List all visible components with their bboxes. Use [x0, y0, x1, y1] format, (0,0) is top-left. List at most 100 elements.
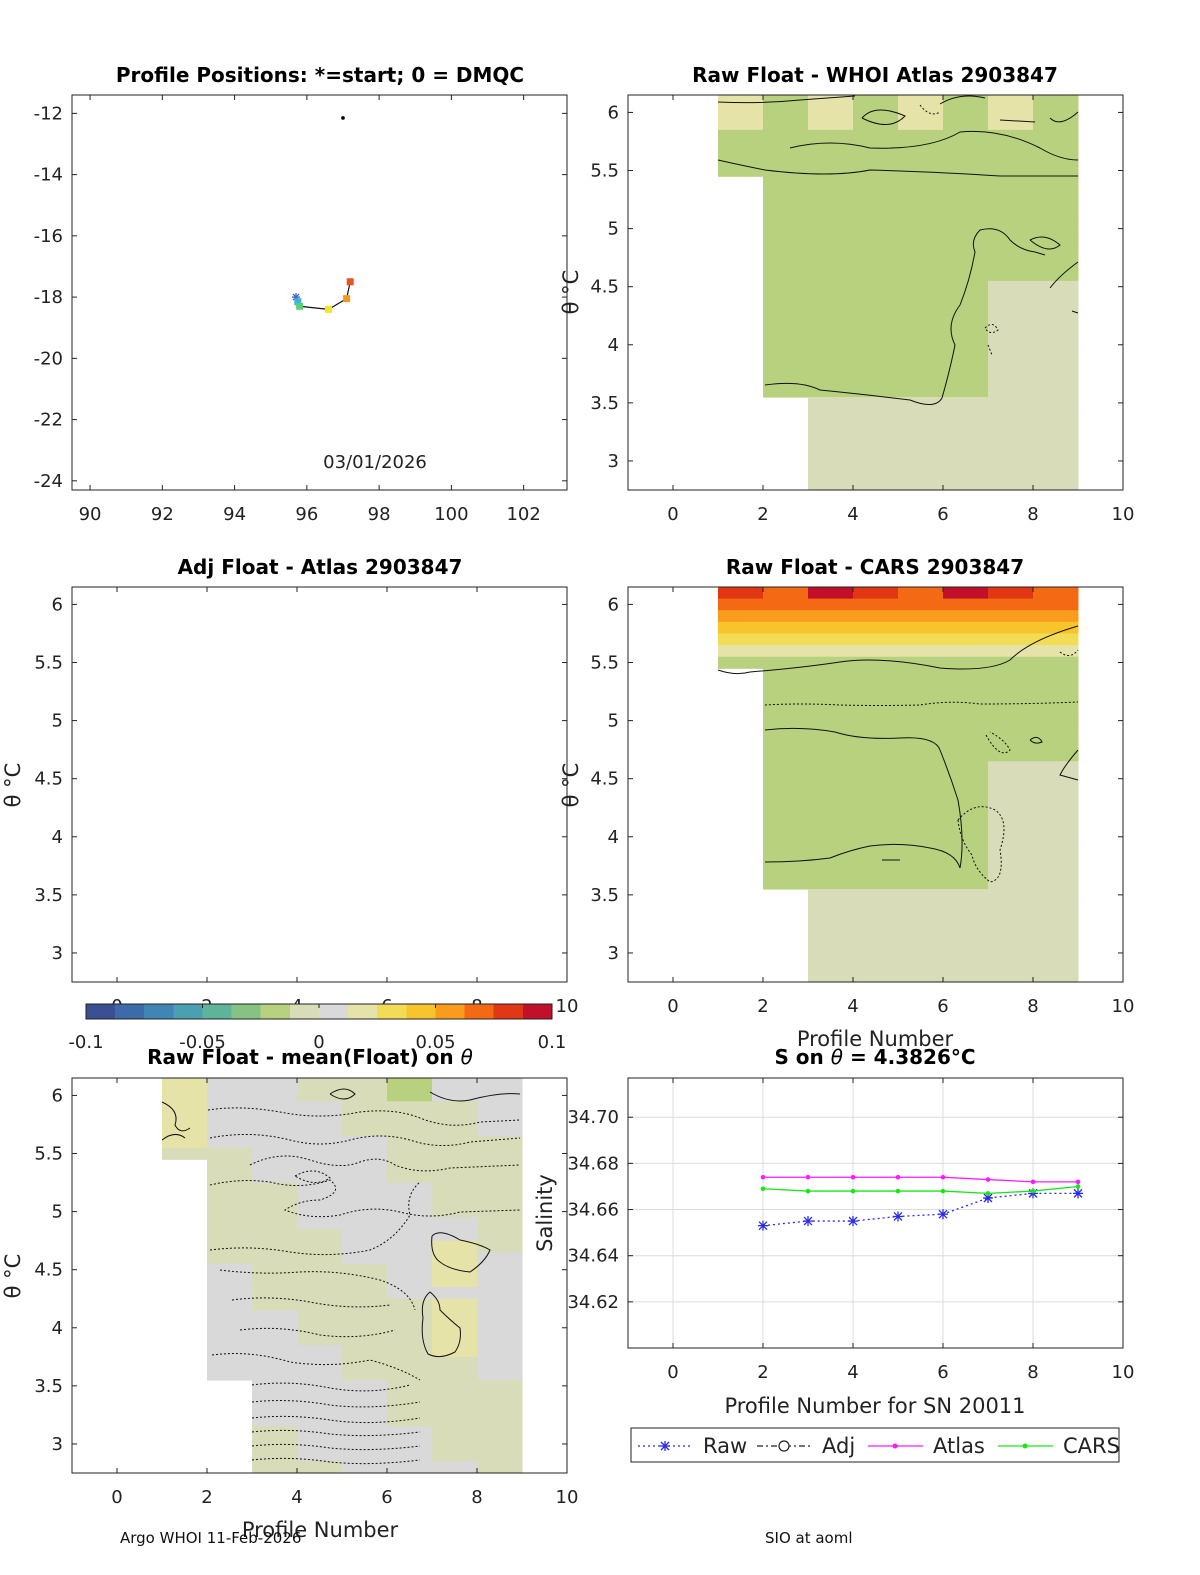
- heatmap-cell: [898, 598, 944, 611]
- heatmap-cell: [432, 1229, 478, 1242]
- heatmap-cell: [1033, 420, 1079, 433]
- heatmap-cell: [853, 970, 899, 983]
- heatmap-cell: [988, 466, 1034, 479]
- heatmap-cell: [1033, 912, 1079, 925]
- heatmap-cell: [342, 1217, 388, 1230]
- heatmap-cell: [808, 257, 854, 270]
- series-point-atlas: [760, 1174, 766, 1180]
- positions-title: Profile Positions: *=start; 0 = DMQC: [116, 63, 524, 87]
- heatmap-cell: [342, 1438, 388, 1451]
- heatmap-cell: [943, 761, 989, 774]
- heatmap-cell: [1033, 408, 1079, 421]
- heatmap-cell: [1033, 889, 1079, 902]
- heatmap-cell: [763, 304, 809, 317]
- star-stroke: [848, 1216, 858, 1226]
- heatmap-cell: [853, 679, 899, 693]
- heatmap-cell: [763, 222, 809, 235]
- heatmap-cell: [853, 900, 899, 913]
- mean-contours: [161, 1088, 521, 1465]
- star-stroke: [1073, 1188, 1083, 1198]
- heatmap-cell: [898, 280, 944, 293]
- heatmap-cell: [988, 865, 1034, 878]
- heatmap-cell: [943, 807, 989, 820]
- heatmap-cell: [808, 645, 854, 658]
- y-tick-label: 4.5: [34, 769, 63, 790]
- salinity-grid: [628, 1078, 1124, 1348]
- heatmap-cell: [898, 958, 944, 971]
- track-line: [295, 281, 351, 310]
- y-tick-label: -12: [34, 103, 63, 124]
- heatmap-cell: [387, 1182, 433, 1195]
- heatmap-cell: [477, 1182, 523, 1195]
- legend-box: [630, 1427, 1120, 1463]
- heatmap-cell: [853, 187, 899, 201]
- y-tick-label: 4: [52, 827, 63, 848]
- heatmap-cell: [943, 327, 989, 340]
- series-point-atlas: [805, 1174, 811, 1180]
- cars-ticks: 0 2 4 6 8 10 6 5.5 5 4.5 4 3.5 3: [590, 587, 1134, 1017]
- heatmap-cell: [898, 772, 944, 785]
- heatmap-cell: [943, 420, 989, 433]
- heatmap-cell: [477, 1287, 523, 1300]
- heatmap-cell: [297, 1426, 343, 1439]
- heatmap-cell: [477, 1170, 523, 1184]
- heatmap-cell: [853, 141, 899, 154]
- x-tick-label: 8: [471, 1487, 482, 1508]
- heatmap-cell: [1033, 726, 1079, 739]
- adj-panel: Adj Float - Atlas 2903847 024681065.554.…: [1, 555, 578, 1017]
- heatmap-cell: [207, 1368, 253, 1381]
- heatmap-cell: [808, 796, 854, 809]
- heatmap-cell: [342, 1345, 388, 1358]
- heatmap-cell: [988, 935, 1034, 948]
- heatmap-cell: [252, 1078, 298, 1091]
- heatmap-cell: [432, 1101, 478, 1114]
- heatmap-cell: [853, 854, 899, 867]
- heatmap-cell: [898, 408, 944, 421]
- heatmap-cell: [943, 796, 989, 809]
- heatmap-cell: [808, 761, 854, 774]
- heatmap-cell: [207, 1136, 253, 1149]
- heatmap-cell: [207, 1217, 253, 1230]
- y-tick-label: 4: [608, 827, 619, 848]
- heatmap-cell: [853, 420, 899, 433]
- heatmap-cell: [988, 199, 1034, 212]
- heatmap-cell: [252, 1449, 298, 1462]
- heatmap-cell: [477, 1252, 523, 1265]
- heatmap-cell: [898, 877, 944, 890]
- colorbar-ticks: -0.1 -0.05 0 0.05 0.1: [68, 1004, 566, 1053]
- heatmap-cell: [853, 784, 899, 797]
- y-tick-label: 3: [52, 943, 63, 964]
- heatmap-cell: [342, 1101, 388, 1114]
- adj-title: Adj Float - Atlas 2903847: [178, 555, 463, 579]
- heatmap-cell: [943, 865, 989, 878]
- heatmap-cell: [943, 947, 989, 960]
- x-tick-label: 8: [1027, 996, 1038, 1017]
- x-tick-label: 4: [847, 1362, 858, 1383]
- star-stroke: [660, 1441, 670, 1451]
- heatmap-cell: [342, 1380, 388, 1393]
- heatmap-cell: [898, 912, 944, 925]
- heatmap-cell: [943, 466, 989, 479]
- heatmap-cell: [988, 796, 1034, 809]
- positions-panel: Profile Positions: *=start; 0 = DMQC 90 9…: [34, 63, 568, 525]
- heatmap-cell: [808, 246, 854, 259]
- heatmap-cell: [898, 95, 944, 108]
- heatmap-cell: [297, 1205, 343, 1218]
- adj-ylabel: θ °C: [1, 763, 25, 808]
- heatmap-cell: [297, 1391, 343, 1404]
- y-tick-label: 5: [52, 711, 63, 732]
- heatmap-cell: [1033, 431, 1079, 445]
- heatmap-cell: [207, 1275, 253, 1288]
- heatmap-cell: [853, 830, 899, 844]
- heatmap-cell: [718, 118, 764, 131]
- heatmap-cell: [808, 304, 854, 317]
- heatmap-cell: [207, 1263, 253, 1276]
- profile-position-marker: [296, 302, 304, 310]
- heatmap-cell: [808, 877, 854, 890]
- heatmap-cell: [763, 129, 809, 142]
- heatmap-cell: [898, 153, 944, 166]
- heatmap-cell: [342, 1356, 388, 1369]
- heatmap-cell: [943, 772, 989, 785]
- series-point-atlas: [895, 1174, 901, 1180]
- heatmap-cell: [808, 455, 854, 468]
